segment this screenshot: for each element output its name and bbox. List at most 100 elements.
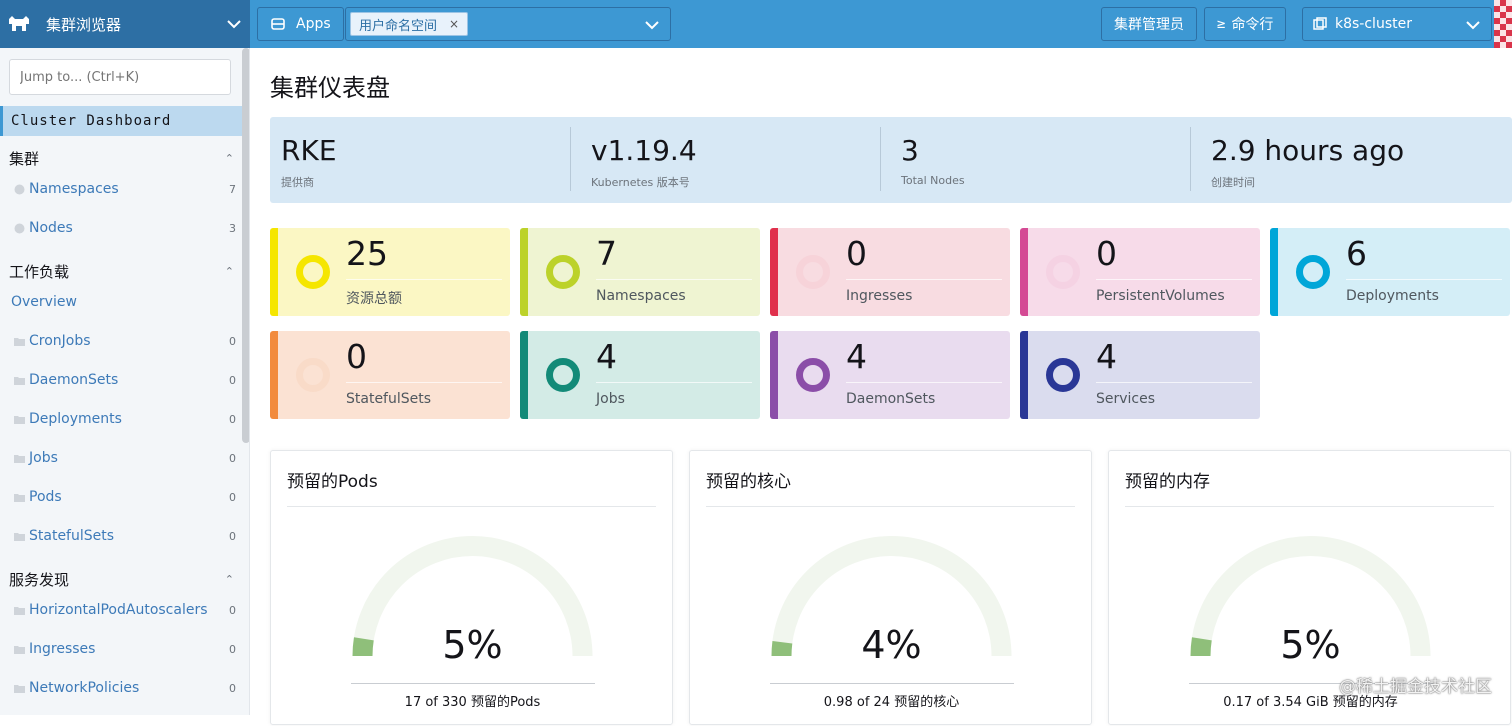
folder-icon: [14, 454, 25, 463]
sidebar-item-label: Ingresses: [29, 641, 96, 657]
folder-icon: [14, 493, 25, 502]
gauge-footer: 0.98 of 24 预留的核心: [823, 695, 960, 710]
resource-label: DaemonSets: [846, 391, 936, 407]
page-title: 集群仪表盘: [270, 74, 390, 102]
resource-card[interactable]: 6 Deployments: [1270, 228, 1510, 316]
divider: [1096, 279, 1252, 280]
globe-icon: [14, 223, 25, 233]
gauge-fill: [1190, 637, 1212, 657]
sidebar-item-overview[interactable]: Overview: [11, 294, 233, 310]
cluster-manager-button[interactable]: 集群管理员: [1101, 7, 1197, 41]
sidebar-item-deployments[interactable]: Deployments 0: [14, 411, 236, 427]
glance-label: 提供商: [281, 176, 314, 189]
sidebar-item-nodes[interactable]: Nodes 3: [14, 220, 236, 236]
divider: [346, 382, 502, 383]
glance-label: Kubernetes 版本号: [591, 176, 690, 189]
gauge-percent: 4%: [861, 623, 922, 667]
folder-icon: [14, 606, 25, 615]
resource-card[interactable]: 0 PersistentVolumes: [1020, 228, 1260, 316]
ring-icon: [796, 358, 830, 392]
sidebar-item-ingresses[interactable]: Ingresses 0: [14, 641, 236, 657]
sidebar-item-label: Overview: [11, 294, 77, 310]
sidebar-group-workloads[interactable]: 工作负载 ⌃: [9, 261, 234, 282]
sidebar-item-networkpolicies[interactable]: NetworkPolicies 0: [14, 680, 236, 696]
gauge-panel-pods: 预留的Pods 5% 17 of 330 预留的Pods: [270, 450, 673, 725]
sidebar-group-service-discovery[interactable]: 服务发现 ⌃: [9, 569, 234, 590]
sidebar-item-hpa[interactable]: HorizontalPodAutoscalers 0: [14, 602, 236, 618]
resource-count: 0: [846, 234, 867, 273]
sidebar-item-pods[interactable]: Pods 0: [14, 489, 236, 505]
divider: [1125, 506, 1494, 507]
folder-icon: [14, 532, 25, 541]
resource-label: Namespaces: [596, 288, 686, 304]
sidebar-item-label: DaemonSets: [29, 372, 119, 388]
folder-icon: [14, 415, 25, 424]
apps-label: Apps: [296, 16, 331, 32]
sidebar: Cluster Dashboard 集群 ⌃ Namespaces 7 Node…: [0, 48, 250, 715]
sidebar-item-cronjobs[interactable]: CronJobs 0: [14, 333, 236, 349]
gauge-arc: [771, 536, 1012, 657]
sidebar-item-count: 0: [229, 451, 236, 465]
chevron-down-icon: [1466, 21, 1480, 30]
apps-button[interactable]: Apps: [257, 7, 344, 41]
cluster-explorer-menu[interactable]: 集群浏览器: [0, 0, 250, 48]
sidebar-item-label: Namespaces: [29, 181, 119, 197]
sidebar-item-count: 0: [229, 603, 236, 617]
cluster-glance: RKE 提供商 v1.19.4 Kubernetes 版本号 3 Total N…: [270, 117, 1512, 203]
gauge-arc: [1190, 536, 1431, 657]
sidebar-item-namespaces[interactable]: Namespaces 7: [14, 181, 236, 197]
glance-value: 3: [901, 134, 919, 167]
glance-value: v1.19.4: [591, 134, 697, 167]
gauge-percent: 5%: [442, 623, 503, 667]
resource-label: PersistentVolumes: [1096, 288, 1225, 304]
divider: [287, 506, 656, 507]
sidebar-item-label: HorizontalPodAutoscalers: [29, 602, 208, 618]
sidebar-scrollbar[interactable]: [242, 48, 249, 443]
sidebar-item-jobs[interactable]: Jobs 0: [14, 450, 236, 466]
user-avatar[interactable]: [1494, 0, 1512, 48]
folder-icon: [14, 337, 25, 346]
kubectl-shell-button[interactable]: ≥ 命令行: [1204, 7, 1287, 41]
resource-card[interactable]: 7 Namespaces: [520, 228, 760, 316]
jump-to-input[interactable]: [9, 59, 231, 95]
resource-label: Jobs: [596, 391, 625, 407]
sidebar-item-count: 0: [229, 412, 236, 426]
sidebar-item-label: Jobs: [29, 450, 58, 466]
gauge-baseline: [770, 683, 1014, 684]
namespace-tag-label: 用户命名空间: [359, 18, 438, 34]
resource-count: 0: [346, 337, 367, 376]
sidebar-item-count: 0: [229, 334, 236, 348]
resource-card[interactable]: 0 StatefulSets: [270, 331, 510, 419]
gauge-arc: [352, 536, 593, 657]
gauge-track: [352, 536, 593, 657]
divider: [846, 279, 1002, 280]
resource-card[interactable]: 4 Services: [1020, 331, 1260, 419]
chevron-down-icon: [645, 21, 659, 30]
divider: [846, 382, 1002, 383]
sidebar-group-label: 工作负载: [9, 263, 70, 281]
gauge-track: [771, 536, 1012, 657]
remove-namespace-icon[interactable]: ×: [449, 17, 460, 31]
resource-card[interactable]: 0 Ingresses: [770, 228, 1010, 316]
sidebar-item-count: 0: [229, 373, 236, 387]
resource-label: Deployments: [1346, 288, 1439, 304]
sidebar-item-cluster-dashboard[interactable]: Cluster Dashboard: [0, 106, 242, 136]
namespace-filter[interactable]: 用户命名空间 ×: [345, 7, 671, 41]
sidebar-item-daemonsets[interactable]: DaemonSets 0: [14, 372, 236, 388]
kubectl-label: 命令行: [1231, 17, 1274, 33]
globe-icon: [14, 184, 25, 194]
collapse-icon: ⌃: [224, 152, 234, 165]
cluster-name: k8s-cluster: [1335, 16, 1412, 32]
resource-card[interactable]: 4 Jobs: [520, 331, 760, 419]
resource-count: 4: [846, 337, 867, 376]
resource-card[interactable]: 25 资源总额: [270, 228, 510, 316]
sidebar-item-statefulsets[interactable]: StatefulSets 0: [14, 528, 236, 544]
chevron-down-icon: [227, 20, 241, 29]
resource-card[interactable]: 4 DaemonSets: [770, 331, 1010, 419]
ring-icon: [1296, 255, 1330, 289]
ring-icon: [296, 358, 330, 392]
sidebar-group-cluster[interactable]: 集群 ⌃: [9, 148, 234, 169]
glance-kubernetes-version: v1.19.4 Kubernetes 版本号: [580, 117, 880, 203]
divider: [346, 279, 502, 280]
cluster-selector[interactable]: k8s-cluster: [1302, 7, 1492, 41]
